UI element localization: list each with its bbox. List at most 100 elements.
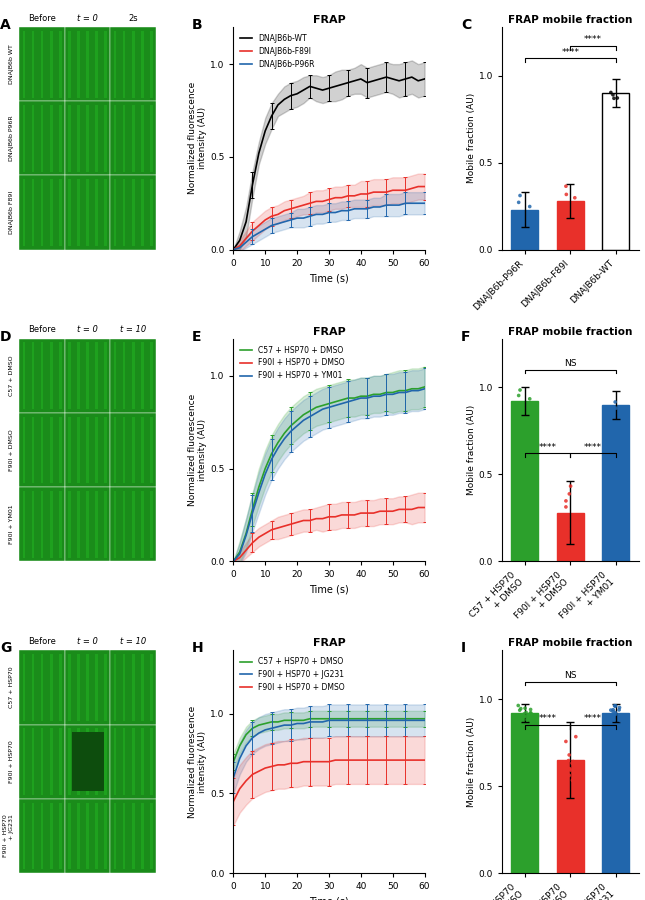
Point xyxy=(610,698,620,713)
F90I + HSP70 + YM01 xyxy=(376,391,384,401)
Point xyxy=(610,698,620,713)
DNAJB6b-WT xyxy=(414,76,422,86)
C57 + HSP70 + DMSO xyxy=(243,729,250,740)
Point xyxy=(610,706,620,720)
F90I + HSP70 + DMSO xyxy=(243,776,250,787)
DNAJB6b-P96R xyxy=(236,242,244,253)
Legend: DNAJB6b-WT, DNAJB6b-F89I, DNAJB6b-P96R: DNAJB6b-WT, DNAJB6b-F89I, DNAJB6b-P96R xyxy=(237,31,317,72)
Bar xyxy=(150,654,153,721)
F90I + HSP70 + JG231 xyxy=(255,728,263,739)
F90I + HSP70 + DMSO xyxy=(306,756,313,767)
Bar xyxy=(95,105,98,172)
DNAJB6b-P96R xyxy=(312,209,320,220)
F90I + HSP70 + YM01 xyxy=(236,548,244,559)
F90I + HSP70 + YM01 xyxy=(332,400,339,411)
Bar xyxy=(19,651,65,724)
F90I + HSP70 + DMSO xyxy=(402,755,410,766)
Bar xyxy=(104,179,107,246)
Text: NS: NS xyxy=(564,670,577,680)
DNAJB6b-WT xyxy=(351,76,359,86)
Text: DNAJB6b F89I: DNAJB6b F89I xyxy=(9,191,14,234)
Point xyxy=(568,766,579,780)
F90I + HSP70 + JG231 xyxy=(395,715,403,725)
Title: FRAP: FRAP xyxy=(313,327,345,337)
Legend: C57 + HSP70 + DMSO, F90I + HSP70 + DMSO, F90I + HSP70 + YM01: C57 + HSP70 + DMSO, F90I + HSP70 + DMSO,… xyxy=(237,343,348,383)
Bar xyxy=(41,654,43,721)
DNAJB6b-P96R xyxy=(338,205,346,216)
Bar xyxy=(19,176,65,249)
Bar xyxy=(104,728,107,795)
Bar xyxy=(59,728,62,795)
F90I + HSP70 + JG231 xyxy=(357,715,364,725)
Bar xyxy=(23,31,25,97)
F90I + HSP70 + DMSO xyxy=(338,509,346,520)
DNAJB6b-F89I xyxy=(414,181,422,192)
Bar xyxy=(123,803,125,869)
DNAJB6b-F89I xyxy=(376,186,384,197)
Bar xyxy=(95,654,98,721)
Text: t = 10: t = 10 xyxy=(120,325,146,334)
Bar xyxy=(150,728,153,795)
F90I + HSP70 + DMSO xyxy=(236,553,244,563)
Bar xyxy=(95,491,98,558)
Bar xyxy=(86,417,89,483)
Point xyxy=(515,382,525,397)
C57 + HSP70 + DMSO xyxy=(344,714,352,724)
Bar xyxy=(41,179,43,246)
Bar xyxy=(41,105,43,172)
F90I + HSP70 + YM01 xyxy=(402,387,410,398)
F90I + HSP70 + DMSO xyxy=(325,511,333,522)
Bar xyxy=(32,342,34,410)
Y-axis label: Mobile fraction (AU): Mobile fraction (AU) xyxy=(467,405,476,495)
Text: DNAJB6b P96R: DNAJB6b P96R xyxy=(9,115,14,161)
Bar xyxy=(123,417,125,483)
Text: ****: **** xyxy=(584,443,602,452)
Bar xyxy=(123,491,125,558)
C57 + HSP70 + DMSO xyxy=(382,714,390,724)
DNAJB6b-F89I xyxy=(351,191,359,202)
C57 + HSP70 + DMSO xyxy=(351,714,359,724)
Point xyxy=(561,500,571,514)
F90I + HSP70 + YM01 xyxy=(261,469,269,480)
F90I + HSP70 + JG231 xyxy=(293,718,301,729)
Bar xyxy=(104,491,107,558)
Bar xyxy=(41,417,43,483)
F90I + HSP70 + DMSO xyxy=(402,504,410,515)
Bar xyxy=(19,799,65,873)
Bar xyxy=(32,105,34,172)
DNAJB6b-WT xyxy=(287,90,295,101)
Point xyxy=(564,487,575,501)
Point xyxy=(524,392,535,406)
Text: Before: Before xyxy=(28,14,56,22)
Point xyxy=(562,533,573,547)
Bar xyxy=(95,342,98,410)
DNAJB6b-WT xyxy=(261,125,269,136)
C57 + HSP70 + DMSO xyxy=(332,714,339,724)
F90I + HSP70 + DMSO xyxy=(236,783,244,794)
DNAJB6b-F89I xyxy=(248,226,256,237)
DNAJB6b-P96R xyxy=(230,244,237,255)
F90I + HSP70 + DMSO xyxy=(293,758,301,769)
Bar xyxy=(65,176,110,249)
C57 + HSP70 + DMSO xyxy=(389,714,397,724)
C57 + HSP70 + DMSO xyxy=(395,385,403,396)
Point xyxy=(515,701,526,716)
Bar xyxy=(41,728,43,795)
Bar xyxy=(141,342,144,410)
Text: 2s: 2s xyxy=(128,14,138,22)
Bar xyxy=(59,417,62,483)
Bar xyxy=(141,31,144,97)
F90I + HSP70 + DMSO xyxy=(230,796,237,806)
Bar xyxy=(23,417,25,483)
Bar xyxy=(65,101,110,176)
DNAJB6b-F89I xyxy=(338,193,346,203)
DNAJB6b-WT xyxy=(281,94,288,104)
F90I + HSP70 + DMSO xyxy=(312,756,320,767)
Point xyxy=(515,206,525,220)
Point xyxy=(567,756,577,770)
C57 + HSP70 + DMSO xyxy=(408,714,415,724)
Bar xyxy=(150,803,153,869)
F90I + HSP70 + JG231 xyxy=(325,715,333,725)
Bar xyxy=(19,101,65,176)
Bar xyxy=(104,803,107,869)
